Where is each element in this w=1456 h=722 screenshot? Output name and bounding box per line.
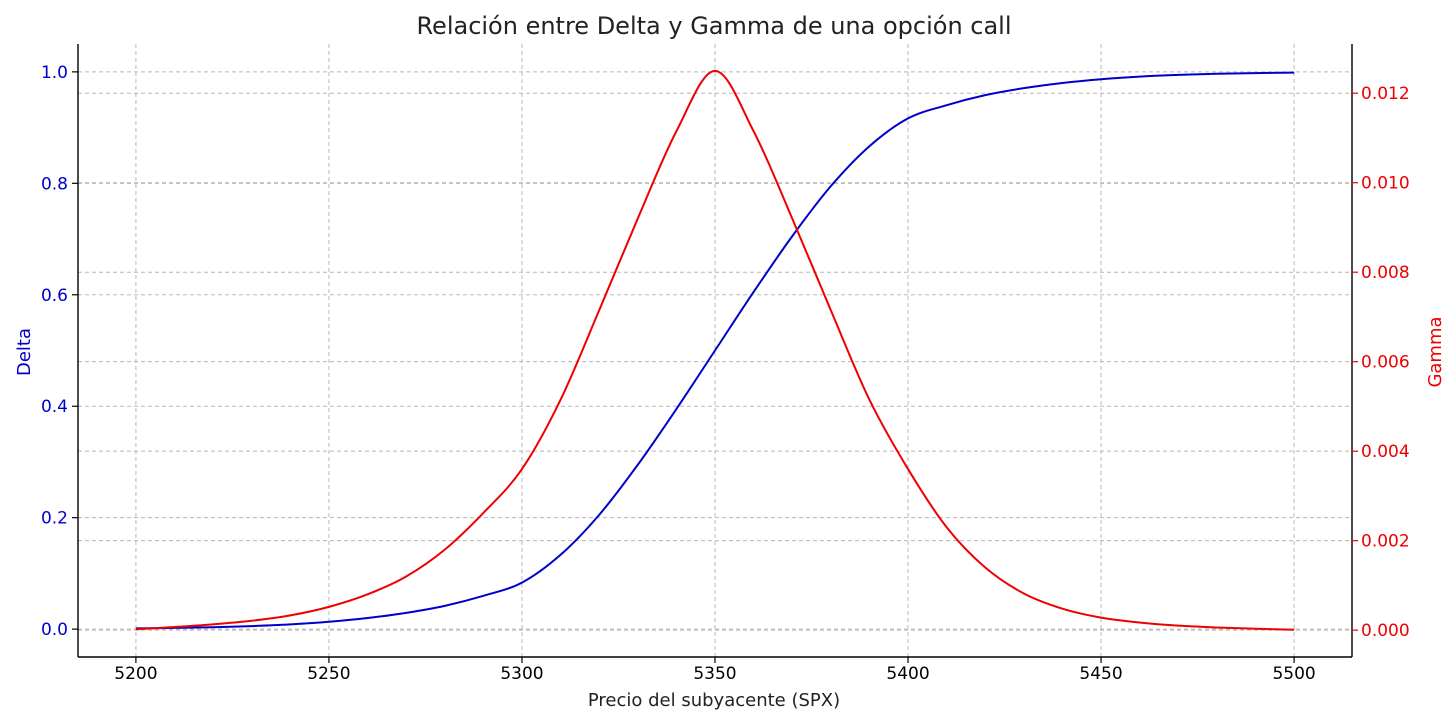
y-right-tick-label: 0.004	[1361, 442, 1410, 462]
y-left-tick-label: 0.6	[41, 286, 68, 306]
gamma-series-line	[135, 69, 1295, 631]
y-left-tick-label: 0.8	[41, 174, 68, 194]
x-tick-label: 5300	[500, 664, 543, 684]
y-right-tick-label: 0.008	[1361, 263, 1410, 283]
ticks: 5200 5250 5300 5350 5400 5450 5500 0.0 0.2 0.4 0.6…	[41, 63, 1410, 684]
x-tick-label: 5450	[1079, 664, 1122, 684]
y-left-tick-label: 1.0	[41, 63, 68, 83]
x-tick-label: 5350	[693, 664, 736, 684]
x-tick-label: 5500	[1272, 664, 1315, 684]
y-right-tick-label: 0.002	[1361, 532, 1410, 552]
y-right-tick-label: 0.010	[1361, 174, 1410, 194]
grid	[78, 44, 1352, 657]
y-left-tick-label: 0.4	[41, 397, 68, 417]
chart-title: Relación entre Delta y Gamma de una opci…	[416, 12, 1011, 40]
right-y-axis-label: Gamma	[1425, 316, 1446, 387]
left-y-axis-label: Delta	[14, 328, 35, 376]
y-right-tick-label: 0.012	[1361, 84, 1410, 104]
x-tick-label: 5250	[307, 664, 350, 684]
y-right-tick-label: 0.006	[1361, 353, 1410, 373]
y-left-tick-label: 0.2	[41, 509, 68, 529]
x-tick-label: 5200	[114, 664, 157, 684]
x-tick-label: 5400	[886, 664, 929, 684]
x-axis-label: Precio del subyacente (SPX)	[588, 690, 840, 711]
series	[135, 69, 1295, 631]
delta-series-line	[135, 71, 1295, 630]
y-right-tick-label: 0.000	[1361, 621, 1410, 641]
y-left-tick-label: 0.0	[41, 620, 68, 640]
